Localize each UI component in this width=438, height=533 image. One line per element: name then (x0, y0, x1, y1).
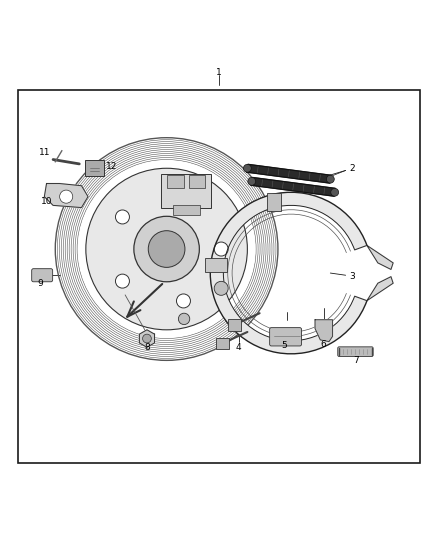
Circle shape (248, 177, 256, 185)
Circle shape (331, 188, 339, 196)
Circle shape (178, 313, 190, 325)
Polygon shape (315, 320, 332, 342)
Text: 8: 8 (144, 343, 150, 352)
Wedge shape (210, 192, 367, 354)
Bar (18, 90, 420, 463)
Circle shape (86, 168, 247, 330)
FancyBboxPatch shape (267, 193, 281, 211)
Circle shape (326, 175, 334, 183)
Circle shape (214, 281, 228, 295)
FancyBboxPatch shape (205, 257, 227, 272)
Circle shape (148, 231, 185, 268)
Circle shape (177, 190, 191, 204)
Text: 9: 9 (37, 279, 43, 288)
Text: 2: 2 (350, 164, 355, 173)
Text: 11: 11 (39, 148, 50, 157)
FancyBboxPatch shape (161, 174, 211, 208)
Text: 12: 12 (106, 162, 117, 171)
Circle shape (116, 210, 130, 224)
Circle shape (143, 334, 151, 343)
FancyBboxPatch shape (228, 319, 241, 330)
Text: 3: 3 (349, 272, 355, 280)
Text: 1: 1 (216, 68, 222, 77)
FancyBboxPatch shape (338, 347, 373, 357)
Polygon shape (247, 164, 331, 183)
Polygon shape (44, 183, 88, 207)
FancyBboxPatch shape (216, 338, 229, 350)
Polygon shape (367, 245, 393, 270)
Circle shape (78, 160, 255, 338)
Polygon shape (251, 177, 335, 196)
Text: 6: 6 (320, 340, 326, 349)
FancyBboxPatch shape (173, 205, 200, 215)
Circle shape (177, 294, 191, 308)
Circle shape (214, 242, 228, 256)
Text: 7: 7 (353, 356, 360, 365)
Polygon shape (139, 330, 155, 348)
FancyBboxPatch shape (32, 269, 53, 282)
FancyBboxPatch shape (270, 328, 301, 346)
Circle shape (134, 216, 199, 282)
Circle shape (244, 164, 251, 172)
FancyBboxPatch shape (189, 175, 205, 188)
Circle shape (116, 274, 130, 288)
Text: 10: 10 (41, 197, 52, 206)
Polygon shape (367, 277, 393, 301)
FancyBboxPatch shape (167, 175, 184, 188)
Text: 4: 4 (236, 343, 241, 352)
Text: 5: 5 (282, 342, 287, 351)
Circle shape (60, 190, 73, 203)
FancyBboxPatch shape (85, 160, 104, 176)
